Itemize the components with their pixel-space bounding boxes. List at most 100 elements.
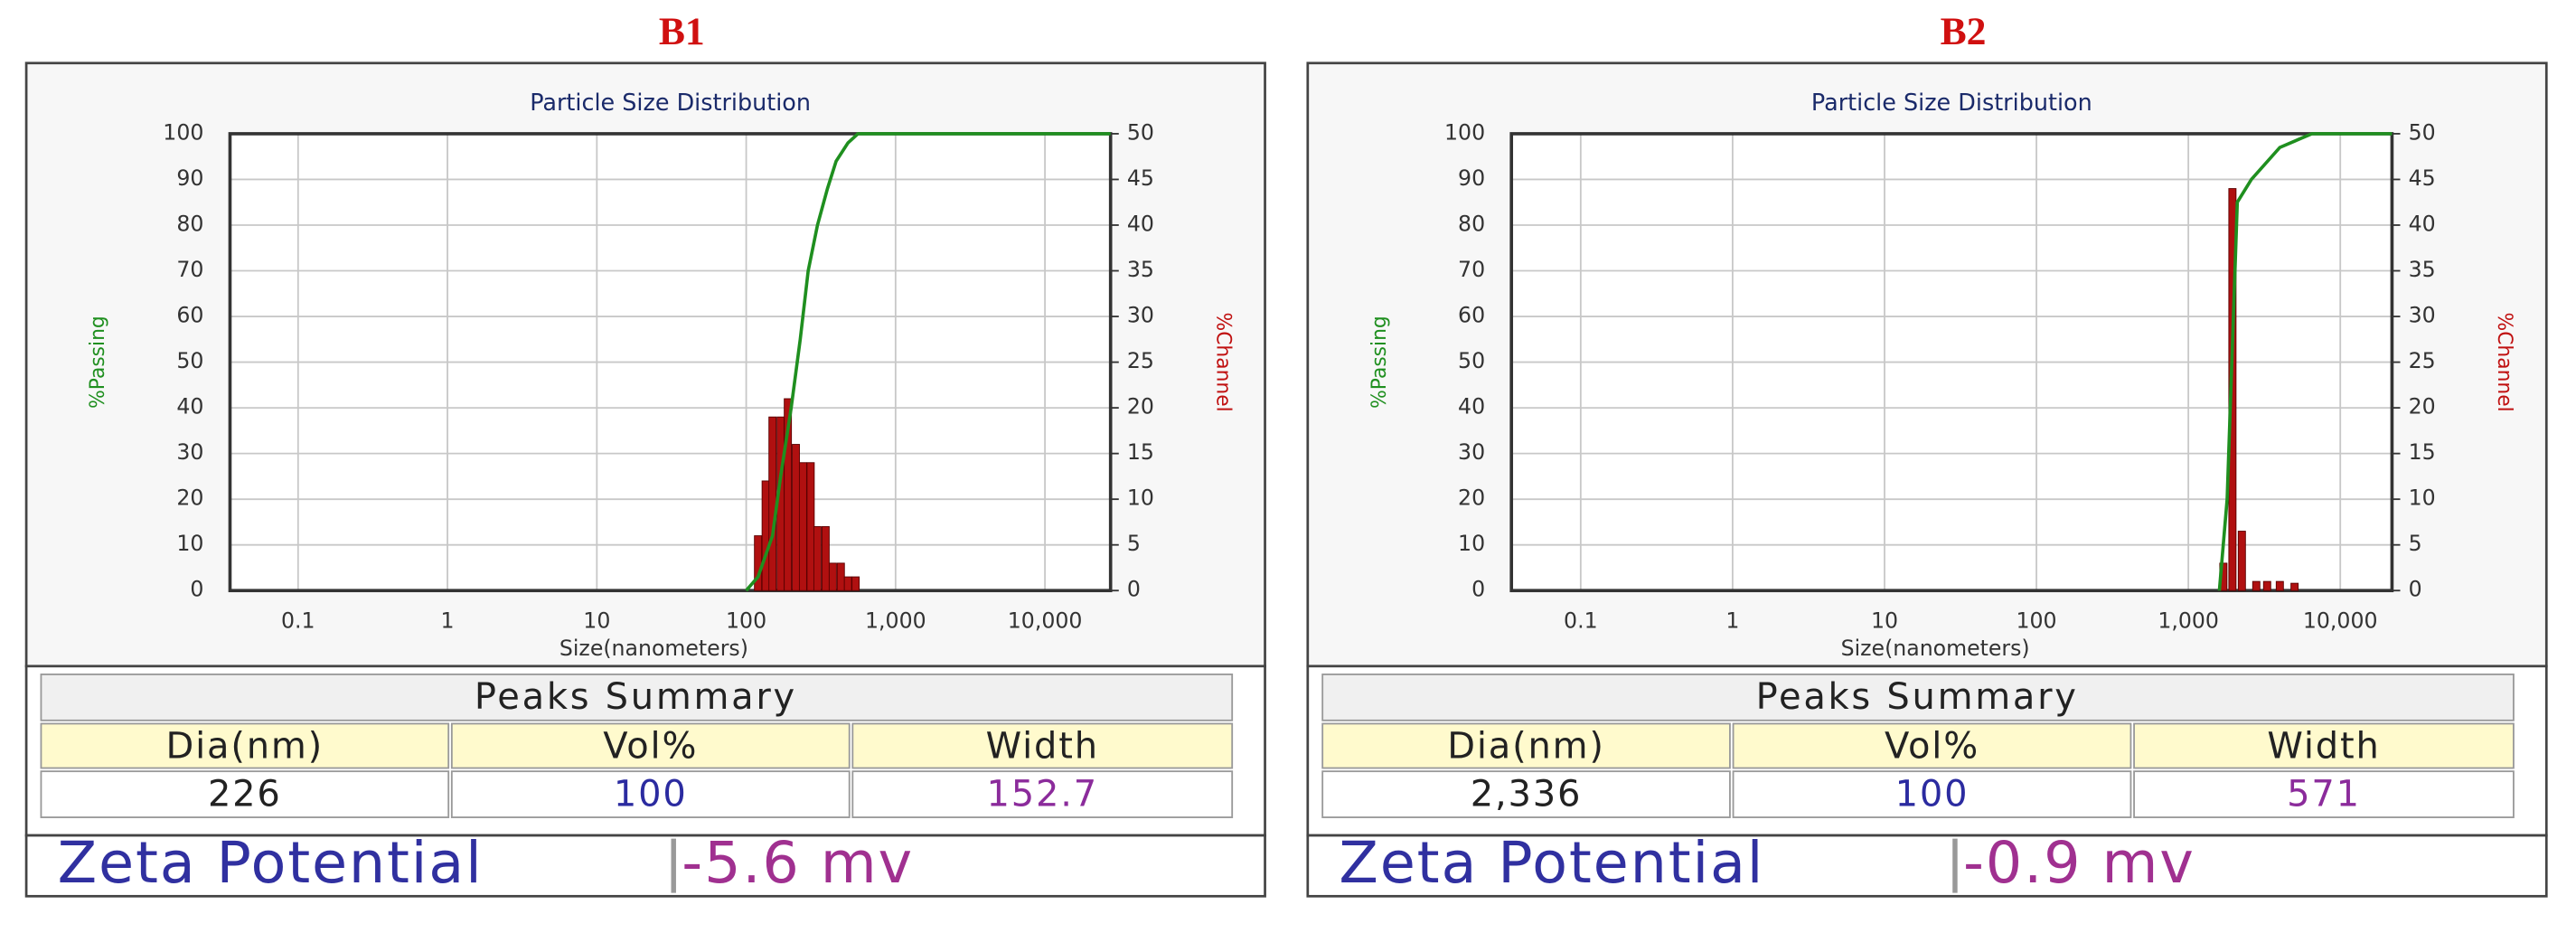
table-header: Vol% <box>1885 726 1979 768</box>
table-header-cell <box>1321 722 1731 769</box>
table-cell <box>2133 770 2515 818</box>
y2-tick-label: 40 <box>2409 211 2436 236</box>
y-tick-label: 100 <box>1444 119 1485 145</box>
y-axis-label: %Passing <box>1368 316 1391 409</box>
y-tick-label: 90 <box>1458 165 1485 191</box>
table-cell <box>1732 770 2132 818</box>
zeta-value: -5.6 mv <box>682 830 914 897</box>
x-tick-label: 0.1 <box>1564 608 1598 633</box>
x-tick-label: 10 <box>583 608 610 633</box>
plot-border <box>1509 132 2394 593</box>
table-header-cell <box>2133 722 2515 769</box>
y-tick-label: 50 <box>176 348 203 373</box>
y2-tick-label: 10 <box>2409 485 2436 511</box>
table-header: Width <box>986 726 1099 768</box>
x-tick-label: 1,000 <box>865 608 926 633</box>
chart-title: Particle Size Distribution <box>1811 89 2092 116</box>
table-value: 2,336 <box>1471 773 1583 815</box>
bar <box>828 562 837 591</box>
bar <box>813 526 822 591</box>
bar <box>2275 580 2284 591</box>
y-tick-label: 40 <box>176 394 203 419</box>
x-axis-label: Size(nanometers) <box>559 636 748 661</box>
y2-tick-label: 50 <box>2409 119 2436 145</box>
table-title-cell <box>40 674 1234 721</box>
bar <box>843 576 852 591</box>
x-tick-label: 100 <box>2017 608 2057 633</box>
zeta-frame <box>1306 834 2548 898</box>
table-value: 571 <box>2287 773 2361 815</box>
table-header: Dia(nm) <box>1447 726 1605 768</box>
y2-tick-label: 5 <box>2409 531 2422 556</box>
y2-tick-label: 25 <box>1127 348 1154 373</box>
y2-tick-label: 5 <box>1127 531 1141 556</box>
panel-label: B2 <box>1941 10 1987 53</box>
y-tick-label: 80 <box>176 211 203 236</box>
zeta-label: Zeta Potential <box>1339 830 1764 897</box>
bar <box>806 462 815 591</box>
y2-tick-label: 0 <box>1127 577 1141 602</box>
y2-tick-label: 15 <box>1127 439 1154 465</box>
table-cell <box>1321 770 1731 818</box>
bar <box>784 398 793 591</box>
table-header: Vol% <box>603 726 698 768</box>
bar <box>2237 531 2246 591</box>
bar <box>798 462 807 591</box>
y2-tick-label: 35 <box>1127 257 1154 282</box>
plot-border <box>228 132 1113 593</box>
y2-tick-label: 30 <box>2409 303 2436 328</box>
zeta-frame <box>24 834 1266 898</box>
x-tick-label: 100 <box>726 608 766 633</box>
table-value: 226 <box>208 773 282 815</box>
table-header-cell <box>851 722 1234 769</box>
y-tick-label: 80 <box>1458 211 1485 236</box>
x-tick-label: 10,000 <box>2303 608 2378 633</box>
y-tick-label: 60 <box>1458 303 1485 328</box>
bar <box>851 576 860 591</box>
bar <box>2252 580 2261 591</box>
x-tick-label: 0.1 <box>281 608 315 633</box>
y-tick-label: 100 <box>163 119 203 145</box>
y-tick-label: 30 <box>1458 439 1485 465</box>
y2-axis-label: %Channel <box>2493 312 2515 411</box>
table-header-cell <box>1732 722 2132 769</box>
table-value: 152.7 <box>987 773 1099 815</box>
table-value: 100 <box>614 773 688 815</box>
table-title-cell <box>1321 674 2515 721</box>
y2-tick-label: 30 <box>1127 303 1154 328</box>
y2-tick-label: 40 <box>1127 211 1154 236</box>
x-tick-label: 10 <box>1871 608 1898 633</box>
y-tick-label: 60 <box>176 303 203 328</box>
y-tick-label: 0 <box>1471 577 1485 602</box>
bar <box>768 416 777 591</box>
line <box>745 132 1111 592</box>
y2-tick-label: 10 <box>1127 485 1154 511</box>
y-axis-label: %Passing <box>87 316 109 409</box>
y2-tick-label: 45 <box>1127 165 1154 191</box>
zeta-label: Zeta Potential <box>58 830 484 897</box>
table-cell <box>450 770 851 818</box>
bar <box>754 535 763 591</box>
bar <box>2262 580 2271 591</box>
zeta-value: -0.9 mv <box>1963 830 2195 897</box>
y-tick-label: 20 <box>1458 485 1485 511</box>
y-tick-label: 90 <box>176 165 203 191</box>
y-tick-label: 20 <box>176 485 203 511</box>
y-tick-label: 50 <box>1458 348 1485 373</box>
bar <box>761 480 770 591</box>
table-header-cell <box>450 722 851 769</box>
y-tick-label: 40 <box>1458 394 1485 419</box>
y2-axis-label: %Channel <box>1211 312 1234 411</box>
y2-tick-label: 35 <box>2409 257 2436 282</box>
y2-tick-label: 15 <box>2409 439 2436 465</box>
table-header-cell <box>40 722 450 769</box>
table-header: Dia(nm) <box>166 726 324 768</box>
chart-title: Particle Size Distribution <box>530 89 811 116</box>
bar <box>792 444 800 591</box>
x-tick-label: 1 <box>441 608 455 633</box>
y2-tick-label: 25 <box>2409 348 2436 373</box>
table-cell <box>40 770 450 818</box>
y-tick-label: 10 <box>1458 531 1485 556</box>
